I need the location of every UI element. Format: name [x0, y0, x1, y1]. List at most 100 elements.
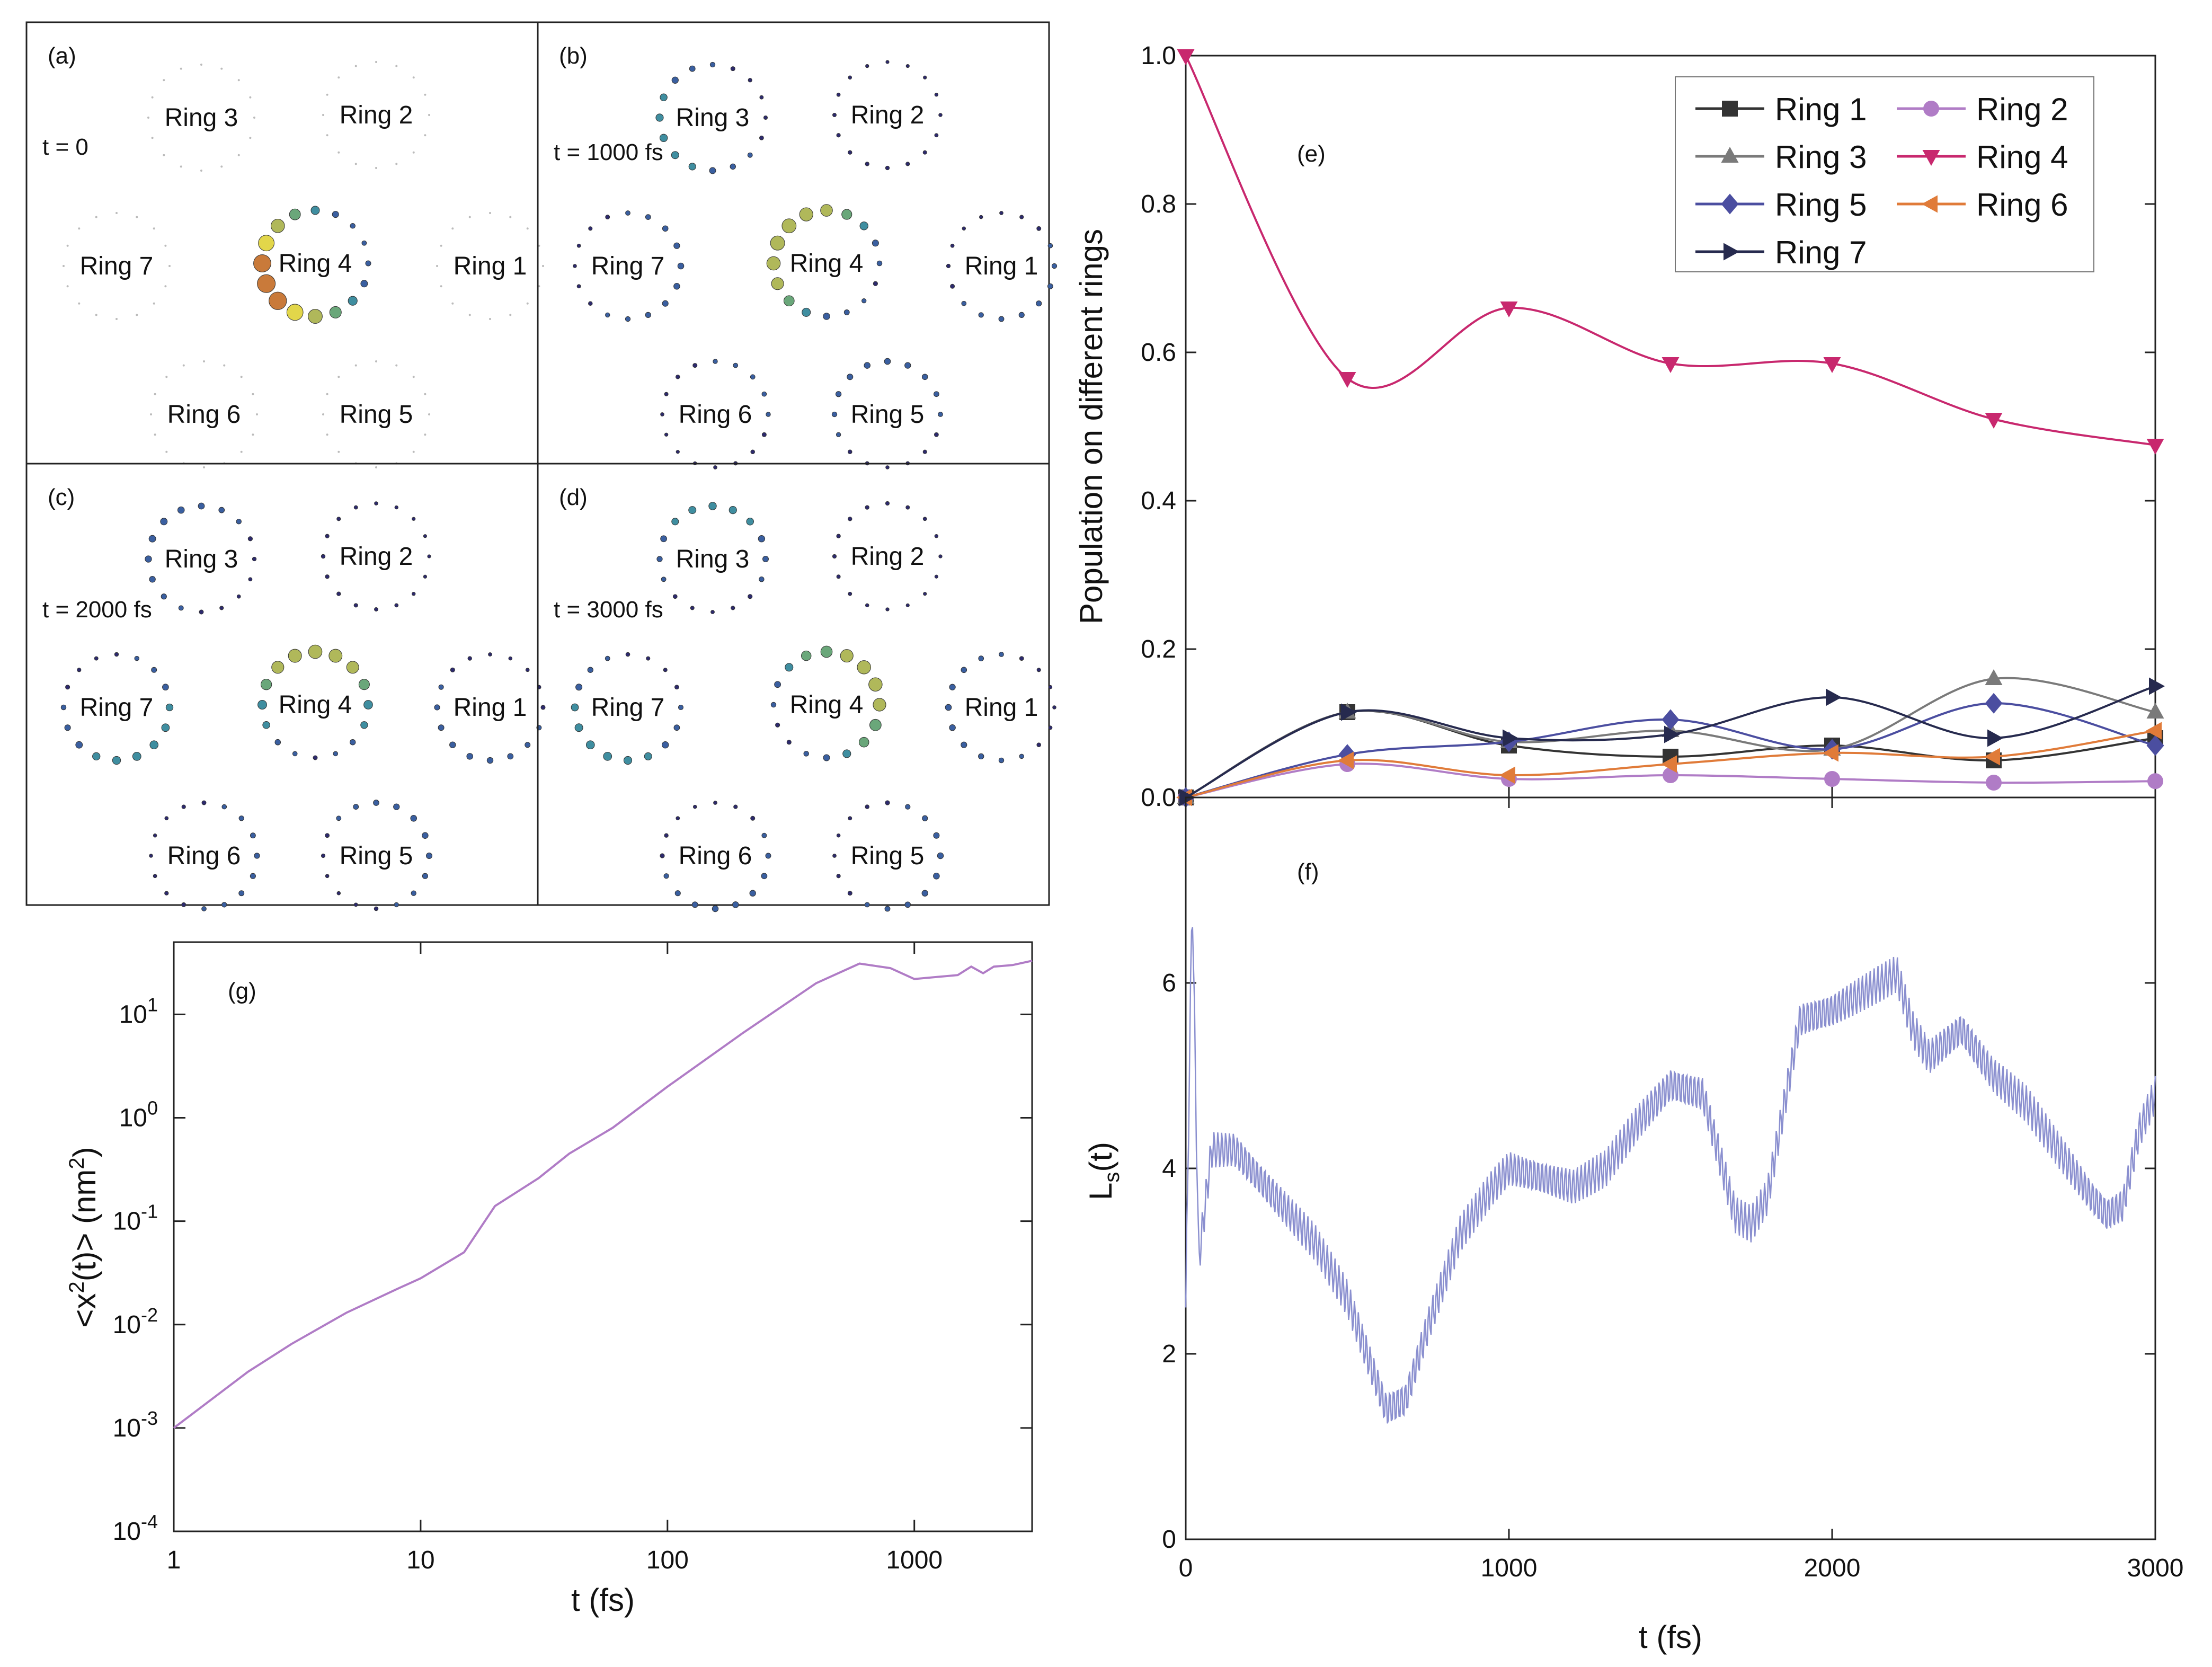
ring-site — [761, 391, 767, 397]
ring-site — [933, 832, 940, 839]
ring-site — [203, 360, 205, 362]
ring-site — [313, 755, 318, 760]
ring-label: Ring 6 — [167, 401, 241, 429]
ring-site — [848, 517, 852, 521]
ring-site — [905, 505, 910, 510]
ring-panel-letter: (d) — [559, 484, 588, 510]
ring-site — [395, 163, 398, 165]
ring-site — [747, 152, 753, 158]
ring-site — [861, 298, 867, 304]
legend-swatch-marker — [1922, 150, 1940, 166]
ring-site — [864, 902, 870, 908]
ring-site — [114, 652, 119, 657]
ring-site — [252, 556, 257, 562]
ring-site — [864, 362, 870, 369]
ring-site — [375, 167, 377, 169]
ring-site — [328, 649, 343, 663]
ring-site — [221, 804, 227, 810]
ring-site — [575, 684, 583, 691]
msd-y-tick-base: 10 — [113, 1518, 141, 1546]
legend-swatch-marker — [1721, 147, 1739, 163]
ring-site — [1036, 668, 1041, 672]
population-data-point — [2146, 722, 2162, 740]
ring-site — [904, 362, 911, 369]
ring-site — [623, 756, 633, 765]
ring-site — [771, 277, 784, 290]
ring-site — [733, 362, 739, 368]
ring-site — [423, 534, 427, 538]
ring-site — [180, 165, 182, 168]
ring-site — [161, 723, 170, 732]
ring-site — [962, 226, 966, 231]
legend-item: Ring 6 — [1897, 187, 2068, 223]
ring-panel-3: (c) t = 2000 fs Ring 1 Ring 2 Ring 3 Ring 4 Ri… — [25, 463, 546, 911]
ring-site — [836, 574, 841, 579]
ring-site — [885, 60, 890, 64]
ring-site — [605, 312, 610, 318]
ring-site — [922, 150, 927, 155]
ring-site — [346, 661, 359, 674]
ring-site — [603, 752, 612, 761]
ring-site — [153, 227, 155, 230]
ring-site — [709, 167, 716, 174]
ls-chart-panel-label: (f) — [1297, 859, 1319, 885]
ring-site — [337, 151, 340, 154]
population-data-point — [1503, 729, 1518, 747]
ls-chart-y-axis-title: Ls(t) — [1083, 1142, 1124, 1200]
population-y-tick-label: 0.4 — [1141, 487, 1176, 515]
ring-site — [836, 432, 841, 437]
ring-site — [250, 873, 256, 879]
ls-chart-ticks: 0 2 4 6 0 1000 2000 3000 — [1162, 797, 2183, 1582]
ring-site — [427, 554, 431, 558]
population-data-point — [1177, 49, 1195, 65]
ring-site — [748, 78, 752, 83]
legend-swatch-marker — [1721, 193, 1739, 215]
ring-label: Ring 2 — [340, 101, 413, 129]
ring-site — [240, 450, 243, 453]
ring-site — [256, 413, 258, 415]
ring-site — [1036, 300, 1042, 307]
ring-panel-frame — [25, 463, 539, 906]
ring-site — [201, 800, 207, 805]
ring-site — [321, 554, 326, 559]
ring-site — [922, 449, 927, 454]
ring-site — [576, 243, 581, 248]
ring-5: Ring 5 — [322, 360, 430, 468]
ring-site — [394, 505, 398, 510]
ring-site — [690, 606, 695, 610]
legend-label: Ring 1 — [1775, 92, 1867, 127]
ring-site — [664, 392, 669, 396]
ring-site — [336, 591, 341, 596]
ring-site — [659, 134, 668, 142]
ring-site — [337, 376, 340, 378]
ring-label: Ring 5 — [851, 842, 925, 870]
msd-y-tick-label: 10-2 — [113, 1304, 158, 1339]
ring-site — [848, 816, 852, 821]
ring-site — [486, 757, 494, 764]
population-y-tick-label: 0.6 — [1141, 339, 1176, 367]
ring-site — [440, 244, 442, 247]
ls-x-tick-label: 1000 — [1481, 1554, 1538, 1582]
ls-x-tick-label: 0 — [1179, 1554, 1193, 1582]
ring-1: Ring 1 — [436, 212, 544, 320]
ring-site — [270, 218, 285, 233]
population-data-point — [1826, 688, 1842, 706]
ring-site — [865, 603, 869, 608]
ring-site — [164, 891, 169, 895]
ring-site — [218, 507, 225, 513]
ring-site — [921, 374, 928, 380]
ring-site — [660, 93, 668, 101]
ring-site — [249, 96, 252, 99]
ring-site — [353, 603, 358, 608]
ring-site — [354, 364, 357, 367]
ring-site — [848, 449, 852, 454]
ring-site — [181, 804, 186, 809]
population-data-point — [1985, 693, 2003, 714]
ring-site — [836, 92, 841, 97]
ring-site — [116, 212, 118, 214]
ls-chart-x-axis-title: t (fs) — [1639, 1619, 1702, 1655]
population-data-point — [1664, 725, 1680, 743]
ring-site — [350, 223, 356, 229]
ring-site — [149, 854, 153, 858]
ring-site — [250, 832, 256, 839]
